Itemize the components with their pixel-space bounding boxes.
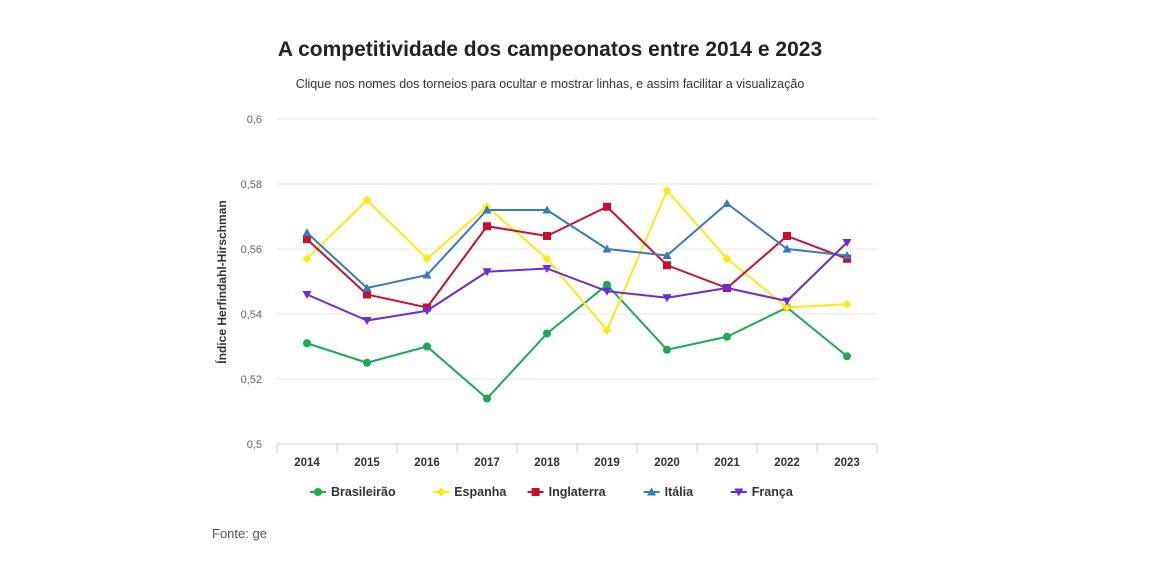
data-point xyxy=(363,290,371,299)
data-point xyxy=(662,251,672,259)
x-tick-label: 2014 xyxy=(294,457,320,469)
data-point xyxy=(663,261,671,270)
x-tick-label: 2015 xyxy=(354,457,380,469)
legend-item-frança[interactable]: França xyxy=(730,485,794,499)
legend-marker xyxy=(531,488,540,496)
y-tick-label: 0,52 xyxy=(241,374,262,386)
y-tick-label: 0,6 xyxy=(247,114,262,126)
legend-marker xyxy=(436,487,446,497)
series-line xyxy=(306,283,848,400)
legend: Brasileirão Espanha Inglaterra Itália França xyxy=(310,485,794,499)
series-line xyxy=(306,241,848,322)
x-tick-label: 2017 xyxy=(474,457,500,469)
data-point xyxy=(423,342,431,351)
y-tick-label: 0,56 xyxy=(241,244,262,256)
series-lines xyxy=(302,186,852,403)
legend-label: Inglaterra xyxy=(549,485,607,499)
series-brasileirão xyxy=(303,280,851,403)
data-point xyxy=(303,235,311,244)
data-point xyxy=(722,284,732,293)
chart-title: A competitividade dos campeonatos entre … xyxy=(277,38,823,61)
data-point xyxy=(303,339,311,348)
data-point xyxy=(362,283,372,292)
data-point xyxy=(842,251,852,259)
legend-item-itália[interactable]: Itália xyxy=(643,485,695,499)
data-point xyxy=(542,254,552,264)
grid-lines xyxy=(277,118,877,380)
data-point xyxy=(782,244,792,253)
data-point xyxy=(543,329,551,338)
source-note: Fonte: ge xyxy=(212,526,267,541)
x-tick-label: 2021 xyxy=(714,457,740,469)
data-point xyxy=(842,239,852,247)
data-point xyxy=(483,222,491,231)
data-point xyxy=(782,297,792,306)
data-point xyxy=(422,254,432,264)
data-point xyxy=(422,270,432,279)
data-point xyxy=(302,291,312,299)
data-point xyxy=(542,205,552,214)
series-itália xyxy=(302,199,852,292)
x-tick-label: 2019 xyxy=(594,457,620,469)
series-line xyxy=(306,189,848,332)
legend-label: Espanha xyxy=(454,485,507,499)
x-tick-label: 2023 xyxy=(834,457,860,469)
legend-marker xyxy=(734,488,744,497)
legend-item-espanha[interactable]: Espanha xyxy=(433,485,507,499)
y-tick-label: 0,5 xyxy=(247,439,262,451)
data-point xyxy=(543,232,551,240)
data-point xyxy=(302,228,312,237)
legend-label: Brasileirão xyxy=(331,485,396,499)
data-point xyxy=(843,352,851,361)
y-tick-label: 0,58 xyxy=(241,179,262,191)
data-point xyxy=(362,195,372,205)
data-point xyxy=(602,325,612,335)
series-line xyxy=(306,205,848,309)
data-point xyxy=(602,244,612,253)
data-point xyxy=(482,268,492,277)
data-point xyxy=(363,358,371,367)
series-espanha xyxy=(302,186,852,335)
x-tick-label: 2016 xyxy=(414,457,440,469)
series-frança xyxy=(302,239,852,325)
chart-subtitle: Clique nos nomes dos torneios para ocult… xyxy=(295,77,805,91)
legend-label: Itália xyxy=(665,485,695,499)
legend-item-inglaterra[interactable]: Inglaterra xyxy=(527,485,607,499)
data-point xyxy=(782,303,792,312)
x-tick-label: 2020 xyxy=(654,457,680,469)
data-point xyxy=(722,254,732,264)
data-point xyxy=(302,254,312,264)
data-point xyxy=(783,232,791,240)
y-tick-label: 0,54 xyxy=(241,309,262,321)
data-point xyxy=(662,186,672,195)
x-tick-label: 2018 xyxy=(534,457,560,469)
data-point xyxy=(362,317,372,325)
data-point xyxy=(542,265,552,273)
data-point xyxy=(723,332,731,341)
data-point xyxy=(663,345,671,354)
legend-marker xyxy=(314,488,322,496)
data-point xyxy=(422,307,432,316)
y-axis-label: Índice Herfindahl-Hirschman xyxy=(214,200,229,363)
data-point xyxy=(602,287,612,296)
axes: 0,5 0,52 0,54 0,56 0,58 0,6 2014 2015 2016 2017 20… xyxy=(241,114,878,469)
data-point xyxy=(482,205,492,214)
data-point xyxy=(662,294,672,303)
data-point xyxy=(603,280,611,289)
data-point xyxy=(603,202,611,211)
legend-marker xyxy=(647,487,657,496)
x-tick-label: 2022 xyxy=(774,457,800,469)
data-point xyxy=(722,199,732,207)
series-line xyxy=(306,202,848,289)
legend-label: França xyxy=(752,485,794,499)
data-point xyxy=(483,394,491,403)
legend-item-brasileirão[interactable]: Brasileirão xyxy=(310,485,396,499)
data-point xyxy=(842,299,852,309)
